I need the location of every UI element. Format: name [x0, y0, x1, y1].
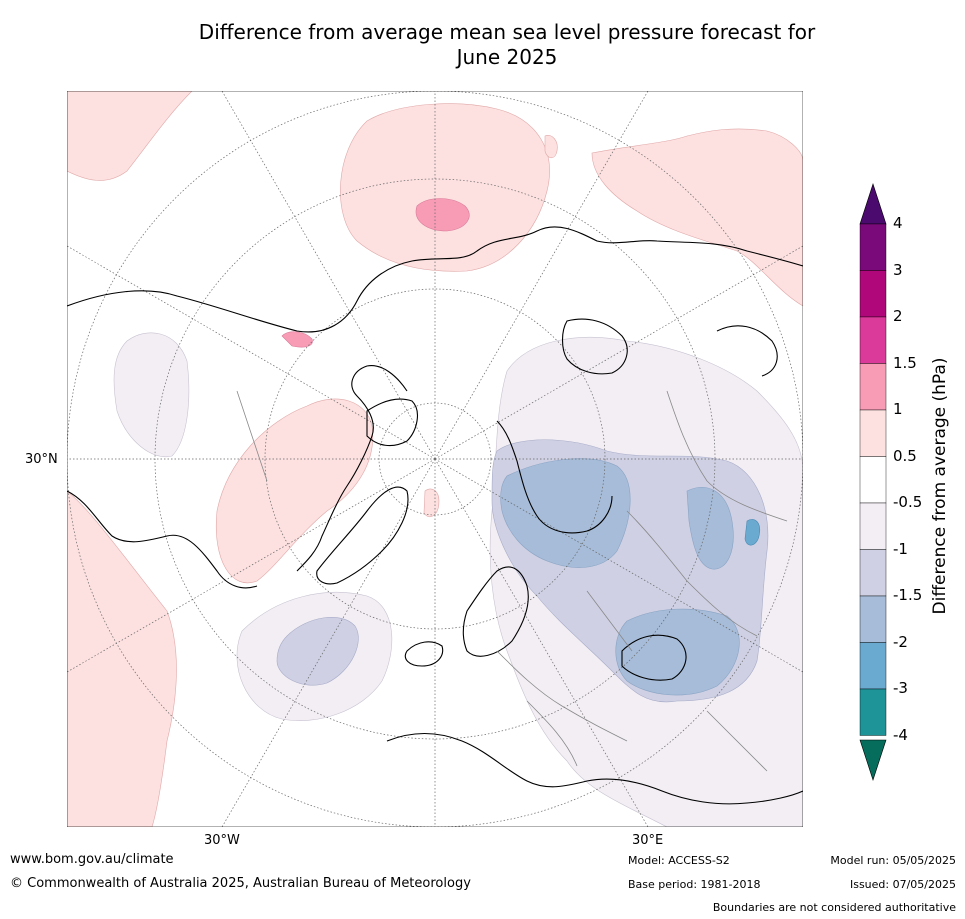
map-title: Difference from average mean sea level p…	[0, 20, 965, 70]
country-borders	[236, 390, 788, 772]
footer-issued: Issued: 07/05/2025	[849, 878, 956, 891]
lon-label-30e: 30°E	[632, 833, 664, 848]
footer-disclaimer: Boundaries are not considered authoritat…	[712, 901, 956, 914]
positive-anomaly-small-center	[423, 488, 440, 517]
negative-anomaly-eurasia-core3	[615, 608, 740, 696]
colorbar-tick-label: 2	[893, 307, 903, 325]
colorbar-tick-label: -0.5	[893, 493, 923, 511]
title-line-1: Difference from average mean sea level p…	[198, 20, 816, 44]
colorbar-band-neutral	[859, 456, 887, 504]
positive-anomaly-pacific-left	[67, 490, 177, 827]
colorbar-band-2-3	[859, 270, 887, 318]
colorbar-band-neg3-neg4	[859, 688, 887, 736]
lon-label-30w: 30°W	[204, 833, 240, 848]
colorbar-band-0.5-1	[859, 409, 887, 457]
positive-anomaly-core	[415, 198, 470, 232]
footer-copyright: © Commonwealth of Australia 2025, Austra…	[10, 876, 471, 891]
colorbar-tick-label: 1.5	[893, 353, 917, 372]
colorbar-band-neg2-neg3	[859, 642, 887, 690]
colorbar-band-1-1.5	[859, 363, 887, 411]
colorbar	[859, 183, 887, 781]
colorbar-band-neg1.5-neg2	[859, 595, 887, 643]
negative-anomaly-eurasia-core1	[500, 458, 631, 568]
title-line-2: June 2025	[456, 45, 558, 69]
negative-anomaly-atlantic-core	[276, 616, 359, 686]
footer-model: Model: ACCESS-S2	[628, 854, 730, 867]
negative-anomaly-eurasia-core2	[686, 486, 734, 570]
colorbar-band-neg1-neg1.5	[859, 549, 887, 597]
colorbar-tick-label: 3	[893, 260, 903, 279]
colorbar-tick-label: 1	[893, 400, 903, 418]
colorbar-band-1.5-2	[859, 316, 887, 364]
polar-map	[67, 91, 803, 827]
negative-anomaly-west	[113, 332, 190, 458]
colorbar-tick-label: -4	[893, 725, 908, 744]
footer-url[interactable]: www.bom.gov.au/climate	[10, 852, 174, 867]
lat-label-30n: 30°N	[25, 452, 58, 467]
positive-anomaly-north-pacific	[340, 103, 550, 272]
footer-base-period: Base period: 1981-2018	[628, 878, 761, 891]
colorbar-over-arrow	[859, 183, 887, 225]
positive-anomaly-small-east	[544, 135, 558, 159]
colorbar-tick-label: -1.5	[893, 586, 923, 604]
positive-anomaly-nw-corner	[67, 91, 193, 181]
map-canvas	[67, 91, 803, 827]
colorbar-under-arrow	[859, 739, 887, 781]
colorbar-band-neg0.5-neg1	[859, 502, 887, 550]
footer-model-run: Model run: 05/05/2025	[830, 854, 956, 867]
colorbar-title: Difference from average (hPa)	[930, 357, 950, 615]
colorbar-tick-label: 4	[893, 214, 903, 232]
colorbar-tick-label: -3	[893, 679, 908, 697]
positive-anomaly-aleutian	[281, 331, 313, 348]
colorbar-band-3-4	[859, 223, 887, 271]
colorbar-tick-label: -2	[893, 632, 908, 651]
negative-anomaly-small-core	[744, 519, 760, 546]
graticule	[67, 91, 803, 827]
colorbar-tick-label: 0.5	[893, 446, 917, 465]
coastlines	[67, 226, 803, 805]
colorbar-tick-label: -1	[893, 539, 908, 558]
